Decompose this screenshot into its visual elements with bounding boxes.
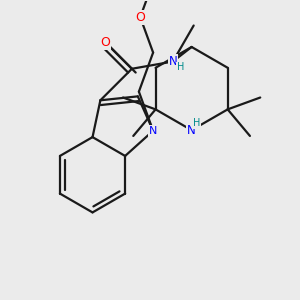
Text: N: N [169, 55, 177, 68]
Text: N: N [187, 124, 196, 137]
Text: O: O [100, 36, 110, 49]
Text: H: H [193, 118, 201, 128]
Text: N: N [149, 126, 157, 136]
Text: H: H [177, 62, 184, 73]
Text: O: O [135, 11, 145, 24]
